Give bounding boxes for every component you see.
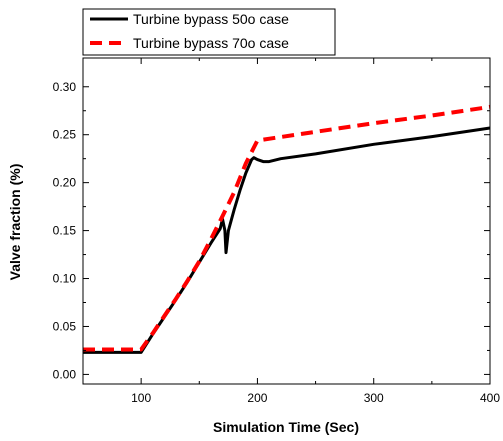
y-tick-label: 0.00 — [53, 367, 77, 381]
legend-box — [82, 8, 336, 56]
x-tick-label: 200 — [247, 391, 267, 405]
x-tick-label: 400 — [480, 391, 500, 405]
legend-label-1: Turbine bypass 50o case — [133, 11, 289, 27]
y-axis-title: Valve fraction (%) — [7, 164, 23, 281]
series-line-2 — [83, 104, 491, 352]
x-tick-label: 300 — [364, 391, 384, 405]
legend-label-2: Turbine bypass 70o case — [133, 35, 289, 51]
plot-area — [83, 104, 491, 354]
legend: Turbine bypass 50o case Turbine bypass 70… — [82, 8, 336, 56]
series-line-1 — [83, 126, 491, 354]
y-tick-label: 0.05 — [53, 319, 77, 333]
y-tick-label: 0.10 — [53, 272, 77, 286]
plot-frame — [82, 57, 491, 385]
y-tick-label: 0.30 — [53, 80, 77, 94]
x-axis-title: Simulation Time (Sec) — [213, 419, 359, 435]
y-tick-label: 0.25 — [53, 128, 77, 142]
y-tick-label: 0.20 — [53, 176, 77, 190]
axes: 100 200 300 400 0.00 0.05 0.10 0.15 0.20 0.25 0.30 — [53, 57, 500, 405]
x-tick-label: 100 — [131, 391, 151, 405]
y-tick-label: 0.15 — [53, 224, 77, 238]
